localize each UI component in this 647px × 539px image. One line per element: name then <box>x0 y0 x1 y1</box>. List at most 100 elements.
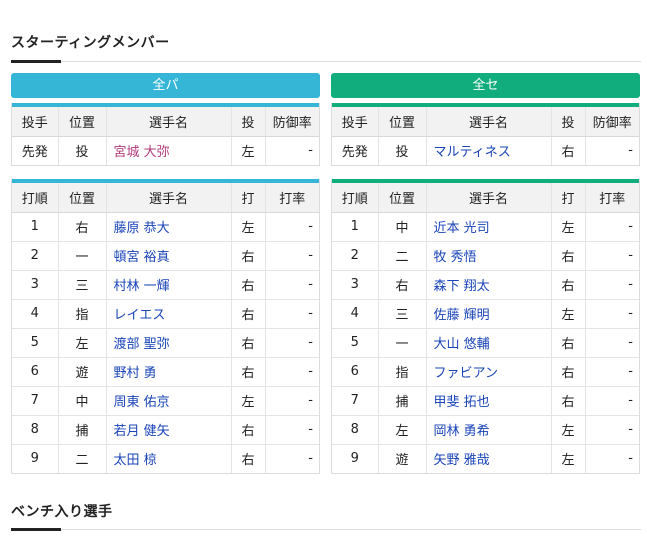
player-name-cell: 甲斐 拓也 <box>425 386 551 416</box>
fielding-position: 一 <box>57 241 106 271</box>
player-name-link[interactable]: 若月 健矢 <box>113 424 170 439</box>
throwing-hand: 左 <box>230 136 265 165</box>
table-row: 1 右藤原 恭大 左 - <box>12 212 319 242</box>
throwing-hand: 右 <box>550 136 585 165</box>
fielding-position: 左 <box>57 328 106 358</box>
table-row: 6 遊野村 勇 右- <box>12 357 319 387</box>
table-row: 2 一頓宮 裕真 右 - <box>12 241 319 271</box>
player-name-cell: 若月 健矢 <box>105 415 231 445</box>
batting-order: 7 <box>12 386 58 416</box>
player-name-cell: ファビアン <box>425 357 551 387</box>
table-row: 5 左渡部 聖弥 右 - <box>12 328 319 358</box>
column-header: 位置 <box>57 107 106 137</box>
batting-hand: 左 <box>550 212 585 242</box>
player-name-link[interactable]: 藤原 恭大 <box>113 221 170 236</box>
table-row: 7 中周東 佑京 左 - <box>12 386 319 416</box>
batting-order: 4 <box>12 299 58 329</box>
table-row: 7 捕甲斐 拓也 右 - <box>332 386 639 416</box>
batting-order: 6 <box>332 357 378 387</box>
player-name[interactable]: マルティネス <box>433 145 511 161</box>
pitcher-table: 投手 位置 選手名投防御率 先発投マルティネス右 - <box>331 103 640 166</box>
batting-hand: 右 <box>230 415 265 445</box>
team-header-central[interactable]: 全セ <box>331 73 640 98</box>
pitcher-table: 投手 位置 選手名投防御率 先発投宮城 大弥左 - <box>11 103 320 166</box>
column-header: 選手名 <box>105 107 231 137</box>
player-name-cell: 大山 悠輔 <box>425 328 551 358</box>
batting-order: 4 <box>332 299 378 329</box>
era-value: - <box>584 136 639 165</box>
batting-hand: 右 <box>550 270 585 300</box>
player-name-link[interactable]: 渡部 聖弥 <box>113 337 170 352</box>
player-name-link[interactable]: 岡林 勇希 <box>433 424 490 439</box>
batting-order: 9 <box>30 451 39 467</box>
team-header-pacific[interactable]: 全パ <box>11 73 320 98</box>
batting-hand: 右 <box>550 328 585 358</box>
batting-hand: 右 <box>550 386 585 416</box>
column-header: 投 <box>230 107 265 137</box>
batting-order: 8 <box>12 415 58 445</box>
player-name-link[interactable]: 牧 秀悟 <box>433 250 477 265</box>
fielding-position: 右 <box>377 270 426 300</box>
table-row: 1 中近本 光司 左 - <box>332 212 639 242</box>
fielding-position: 二 <box>57 444 106 473</box>
player-name-link[interactable]: 村林 一輝 <box>113 279 170 294</box>
batting-hand: 右 <box>230 299 265 329</box>
fielding-position: 二 <box>377 241 426 271</box>
pitcher-name-link[interactable]: マルティネス <box>425 136 551 165</box>
lineup-table: 打順 位置 選手名打打率 1 右藤原 恭大左 -2 一頓宮 裕真右 -3 三村林 一輝右 -4 指… <box>11 179 320 474</box>
player-name-link[interactable]: 大山 悠輔 <box>433 337 490 352</box>
pitcher-name-link[interactable]: 宮城 大弥 <box>105 136 231 165</box>
player-name-cell: 太田 椋 <box>105 444 231 473</box>
player-name-link[interactable]: 矢野 雅哉 <box>433 453 490 469</box>
batting-hand: 左 <box>550 415 585 445</box>
table-row: 8 捕若月 健矢 右 - <box>12 415 319 445</box>
table-row: 4 三佐藤 輝明 左 - <box>332 299 639 329</box>
batting-average: - <box>584 386 639 416</box>
lineup-grid: 打順 位置 選手名打打率 1 右藤原 恭大左 -2 一頓宮 裕真右 -3 三村林 一輝右 -4 指… <box>12 183 319 473</box>
batting-average: - <box>264 415 319 445</box>
batting-hand: 左 <box>550 299 585 329</box>
player-name-link[interactable]: 太田 椋 <box>113 453 157 469</box>
player-name-cell: 矢野 雅哉 <box>425 444 551 473</box>
column-header: 投手 <box>332 107 378 137</box>
batting-order: 1 <box>332 212 378 242</box>
player-name-link[interactable]: 周東 佑京 <box>113 395 170 410</box>
player-name-link[interactable]: 佐藤 輝明 <box>433 308 490 323</box>
player-name-link[interactable]: レイエス <box>113 308 166 323</box>
table-row: 8 左岡林 勇希左 - <box>332 415 639 445</box>
batting-average: - <box>264 386 319 416</box>
player-name[interactable]: 宮城 大弥 <box>113 145 170 161</box>
column-header: 打順 <box>12 183 58 213</box>
pitcher-grid: 投手 位置 選手名投防御率 先発投マルティネス右 - <box>332 107 639 165</box>
table-row: 9 二太田 椋 右- <box>12 444 319 473</box>
column-header: 位置 <box>377 183 426 213</box>
batting-average: - <box>264 328 319 358</box>
fielding-position: 指 <box>57 299 106 329</box>
batting-hand: 右 <box>550 357 585 387</box>
batting-average: - <box>264 241 319 271</box>
player-name-link[interactable]: 近本 光司 <box>433 221 490 236</box>
pitcher-role: 先発 <box>21 145 48 161</box>
batting-average: - <box>264 299 319 329</box>
fielding-position: 遊 <box>57 357 106 387</box>
batting-average: - <box>584 415 639 445</box>
player-name-link[interactable]: ファビアン <box>433 366 498 381</box>
table-row: 4 指レイエス 右 - <box>12 299 319 329</box>
fielding-position: 中 <box>57 386 106 416</box>
era-value: - <box>264 136 319 165</box>
fielding-position: 遊 <box>377 444 426 473</box>
fielding-position: 中 <box>377 212 426 242</box>
player-name-link[interactable]: 野村 勇 <box>113 366 157 381</box>
pitcher-position: 投 <box>57 136 106 165</box>
batting-order: 9 <box>350 451 359 467</box>
column-header: 投手 <box>12 107 58 137</box>
player-name-link[interactable]: 森下 翔太 <box>433 279 490 294</box>
player-name-link[interactable]: 頓宮 裕真 <box>113 250 170 265</box>
lineup-table: 打順 位置 選手名打打率 1 中近本 光司左 -2 二牧 秀悟右 -3 右森下 翔太右 -4 三佐… <box>331 179 640 474</box>
player-name-cell: 村林 一輝 <box>105 270 231 300</box>
pitcher-header-row: 投手 位置 選手名投防御率 <box>12 107 319 137</box>
fielding-position: 三 <box>57 270 106 300</box>
batting-average: - <box>584 241 639 271</box>
lineup-header-row: 打順 位置 選手名打打率 <box>12 183 319 213</box>
player-name-link[interactable]: 甲斐 拓也 <box>433 395 490 410</box>
